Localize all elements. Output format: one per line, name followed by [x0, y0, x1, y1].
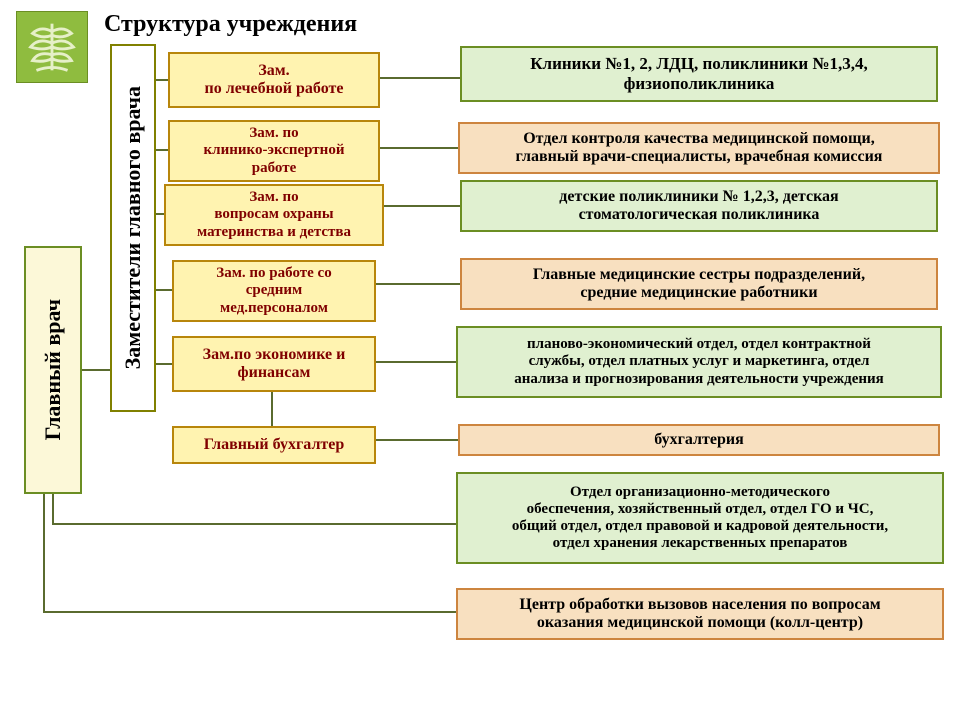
logo-icon [16, 11, 88, 83]
deputy-box-0: Зам. по лечебной работе [168, 52, 380, 108]
deputies-box: Заместители главного врача [110, 44, 156, 412]
department-box-0: Клиники №1, 2, ЛДЦ, поликлиники №1,3,4, … [460, 46, 938, 102]
deputy-box-2: Зам. по вопросам охраны материнства и де… [164, 184, 384, 246]
main-doctor-label: Главный врач [40, 299, 66, 440]
main-doctor-box: Главный врач [24, 246, 82, 494]
department-box-6: Отдел организационно-методического обесп… [456, 472, 944, 564]
department-box-2: детские поликлиники № 1,2,3, детская сто… [460, 180, 938, 232]
deputy-box-4: Зам.по экономике и финансам [172, 336, 376, 392]
department-box-1: Отдел контроля качества медицинской помо… [458, 122, 940, 174]
department-box-7: Центр обработки вызовов населения по воп… [456, 588, 944, 640]
deputies-label: Заместители главного врача [120, 86, 146, 369]
department-box-3: Главные медицинские сестры подразделений… [460, 258, 938, 310]
page-title: Структура учреждения [104, 11, 357, 38]
deputy-box-1: Зам. по клинико-экспертной работе [168, 120, 380, 182]
deputy-box-5: Главный бухгалтер [172, 426, 376, 464]
department-box-5: бухгалтерия [458, 424, 940, 456]
department-box-4: планово-экономический отдел, отдел контр… [456, 326, 942, 398]
deputy-box-3: Зам. по работе со средним мед.персоналом [172, 260, 376, 322]
